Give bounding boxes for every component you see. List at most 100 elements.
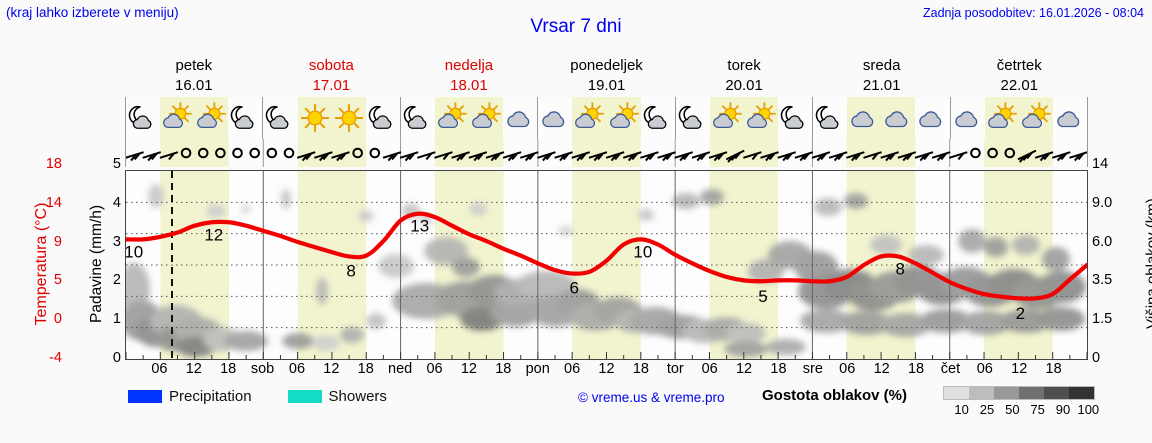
day-name: nedelja bbox=[444, 57, 494, 74]
cloud-height-axis-title: Višina oblakov (km) bbox=[1143, 198, 1152, 329]
cloud-density-ramp-step bbox=[1044, 387, 1069, 399]
moon-cloud-icon bbox=[676, 97, 710, 139]
cloud-icon bbox=[881, 97, 916, 139]
cloud-icon bbox=[503, 97, 537, 139]
moon-cloud-icon bbox=[263, 97, 297, 139]
axis-tick-label: 5 bbox=[112, 156, 121, 172]
x-axis-tick-label: 12 bbox=[1011, 361, 1028, 377]
cloud-density-ramp-step bbox=[1019, 387, 1044, 399]
day-date: 17.01 bbox=[312, 77, 351, 94]
precipitation-axis-ticks: 5 4 3 2 1 0 bbox=[95, 156, 121, 366]
x-axis-tick-label: 12 bbox=[460, 361, 477, 377]
temperature-value-label: 8 bbox=[346, 261, 355, 280]
day-date: 16.01 bbox=[175, 77, 213, 94]
cloud-height-axis-ticks: 14 9.0 6.0 3.5 1.5 0 bbox=[1092, 156, 1130, 366]
precipitation-color-swatch bbox=[128, 390, 162, 403]
cloud-density-ramp-step bbox=[944, 387, 969, 399]
cloud-density-ramp-label: 75 bbox=[1030, 402, 1045, 417]
moon-cloud-icon bbox=[366, 97, 400, 139]
cloud-icon bbox=[847, 97, 882, 139]
axis-tick-label: 3.5 bbox=[1092, 272, 1113, 289]
x-axis-tick-label: 18 bbox=[632, 361, 649, 377]
x-axis-tick-label: sob bbox=[250, 361, 275, 377]
cloud-density-ramp-labels: 10 25 50 75 90 100 bbox=[938, 402, 1104, 420]
axis-tick-label: 0 bbox=[53, 311, 62, 328]
axis-tick-label: 18 bbox=[45, 156, 62, 172]
cloud-density-ramp-label: 100 bbox=[1077, 402, 1100, 417]
x-axis-tick-label: 06 bbox=[976, 361, 993, 377]
sun-cloud-icon bbox=[572, 97, 607, 139]
x-axis-tick-label: 18 bbox=[495, 361, 512, 377]
x-axis-labels: 06 12 18 sob 06 12 18 ned 06 12 18 pon 06 12 18 tor 06 12… bbox=[125, 361, 1088, 383]
axis-tick-label: 14 bbox=[1092, 156, 1109, 172]
location-picker-note: (kraj lahko izberete v meniju) bbox=[6, 5, 179, 20]
day-header-sreda: sreda 21.01 bbox=[813, 55, 951, 97]
temperature-value-label: 12 bbox=[204, 225, 223, 244]
x-axis-tick-label: 18 bbox=[357, 361, 374, 377]
axis-tick-label: 4 bbox=[112, 194, 121, 211]
day-date: 18.01 bbox=[450, 77, 488, 94]
weather-icon-day-group bbox=[126, 97, 264, 139]
x-axis-tick-label: 18 bbox=[770, 361, 787, 377]
axis-tick-label: 5 bbox=[53, 272, 62, 289]
cloud-icon bbox=[915, 97, 949, 139]
axis-tick-label: 2 bbox=[112, 272, 121, 289]
temperature-value-label: 13 bbox=[410, 217, 429, 236]
sun-cloud-icon bbox=[1018, 97, 1053, 139]
weather-icon-day-group bbox=[538, 97, 676, 139]
x-axis-tick-label: 06 bbox=[151, 361, 168, 377]
sun-icon bbox=[331, 97, 366, 139]
axis-tick-label: 9 bbox=[53, 233, 62, 250]
x-axis-tick-label: 18 bbox=[220, 361, 237, 377]
day-name: sreda bbox=[862, 57, 901, 74]
x-axis-tick-label: ned bbox=[388, 361, 413, 377]
temperature-value-label: 10 bbox=[126, 242, 143, 261]
cloud-density-ramp-label: 25 bbox=[979, 402, 995, 417]
sun-cloud-icon bbox=[469, 97, 504, 139]
axis-tick-label: 1.5 bbox=[1092, 311, 1113, 328]
sun-cloud-icon bbox=[709, 97, 744, 139]
x-axis-tick-label: 12 bbox=[598, 361, 615, 377]
showers-legend-label: Showers bbox=[328, 388, 387, 405]
cloud-icon bbox=[951, 97, 985, 139]
cloud-icon bbox=[1053, 97, 1087, 139]
temperature-axis-ticks: 18 14 9 5 0 -4 bbox=[30, 156, 62, 366]
x-axis-tick-label: 12 bbox=[735, 361, 753, 377]
forecast-plot-svg: 101281361058270728 bbox=[126, 171, 1087, 359]
cloud-icon bbox=[538, 97, 572, 139]
cloud-density-color-ramp bbox=[943, 386, 1095, 400]
day-name: sobota bbox=[308, 57, 354, 74]
axis-tick-label: 3 bbox=[112, 233, 121, 250]
day-header-torek: torek 20.01 bbox=[675, 55, 813, 97]
sun-cloud-icon bbox=[160, 97, 195, 139]
sun-cloud-icon bbox=[434, 97, 470, 139]
cloud-density-ramp-label: 50 bbox=[1005, 402, 1020, 417]
day-name: torek bbox=[727, 57, 761, 74]
axis-tick-label: 14 bbox=[45, 194, 62, 211]
moon-cloud-icon bbox=[228, 97, 262, 139]
day-date: 20.01 bbox=[725, 77, 763, 94]
last-update-label: Zadnja posodobitev: 16.01.2026 - 08:04 bbox=[922, 6, 1144, 20]
x-axis-tick-label: 06 bbox=[426, 361, 443, 377]
sun-cloud-icon bbox=[194, 97, 229, 139]
weather-icon-day-group bbox=[676, 97, 814, 139]
day-name: petek bbox=[175, 57, 213, 74]
day-date: 22.01 bbox=[1000, 77, 1039, 94]
cloud-density-ramp-step bbox=[994, 387, 1019, 399]
site-credit[interactable]: © vreme.us & vreme.pro bbox=[578, 390, 725, 405]
axis-tick-label: 1 bbox=[112, 311, 121, 328]
axis-tick-label: 0 bbox=[1092, 350, 1101, 366]
sun-cloud-icon bbox=[984, 97, 1019, 139]
day-date: 21.01 bbox=[862, 77, 901, 94]
x-axis-tick-label: 06 bbox=[701, 361, 718, 377]
axis-tick-label: 0 bbox=[112, 350, 121, 366]
day-header-petek: petek 16.01 bbox=[125, 55, 263, 97]
day-header-četrtek: četrtek 22.01 bbox=[950, 55, 1088, 97]
moon-cloud-icon bbox=[641, 97, 675, 139]
precipitation-legend: Precipitation Showers bbox=[128, 388, 387, 405]
page-title: Vrsar 7 dni bbox=[530, 16, 622, 37]
day-date: 19.01 bbox=[587, 77, 626, 94]
cloud-density-legend-title: Gostota oblakov (%) bbox=[762, 387, 908, 404]
weather-icon-day-group bbox=[263, 97, 401, 139]
